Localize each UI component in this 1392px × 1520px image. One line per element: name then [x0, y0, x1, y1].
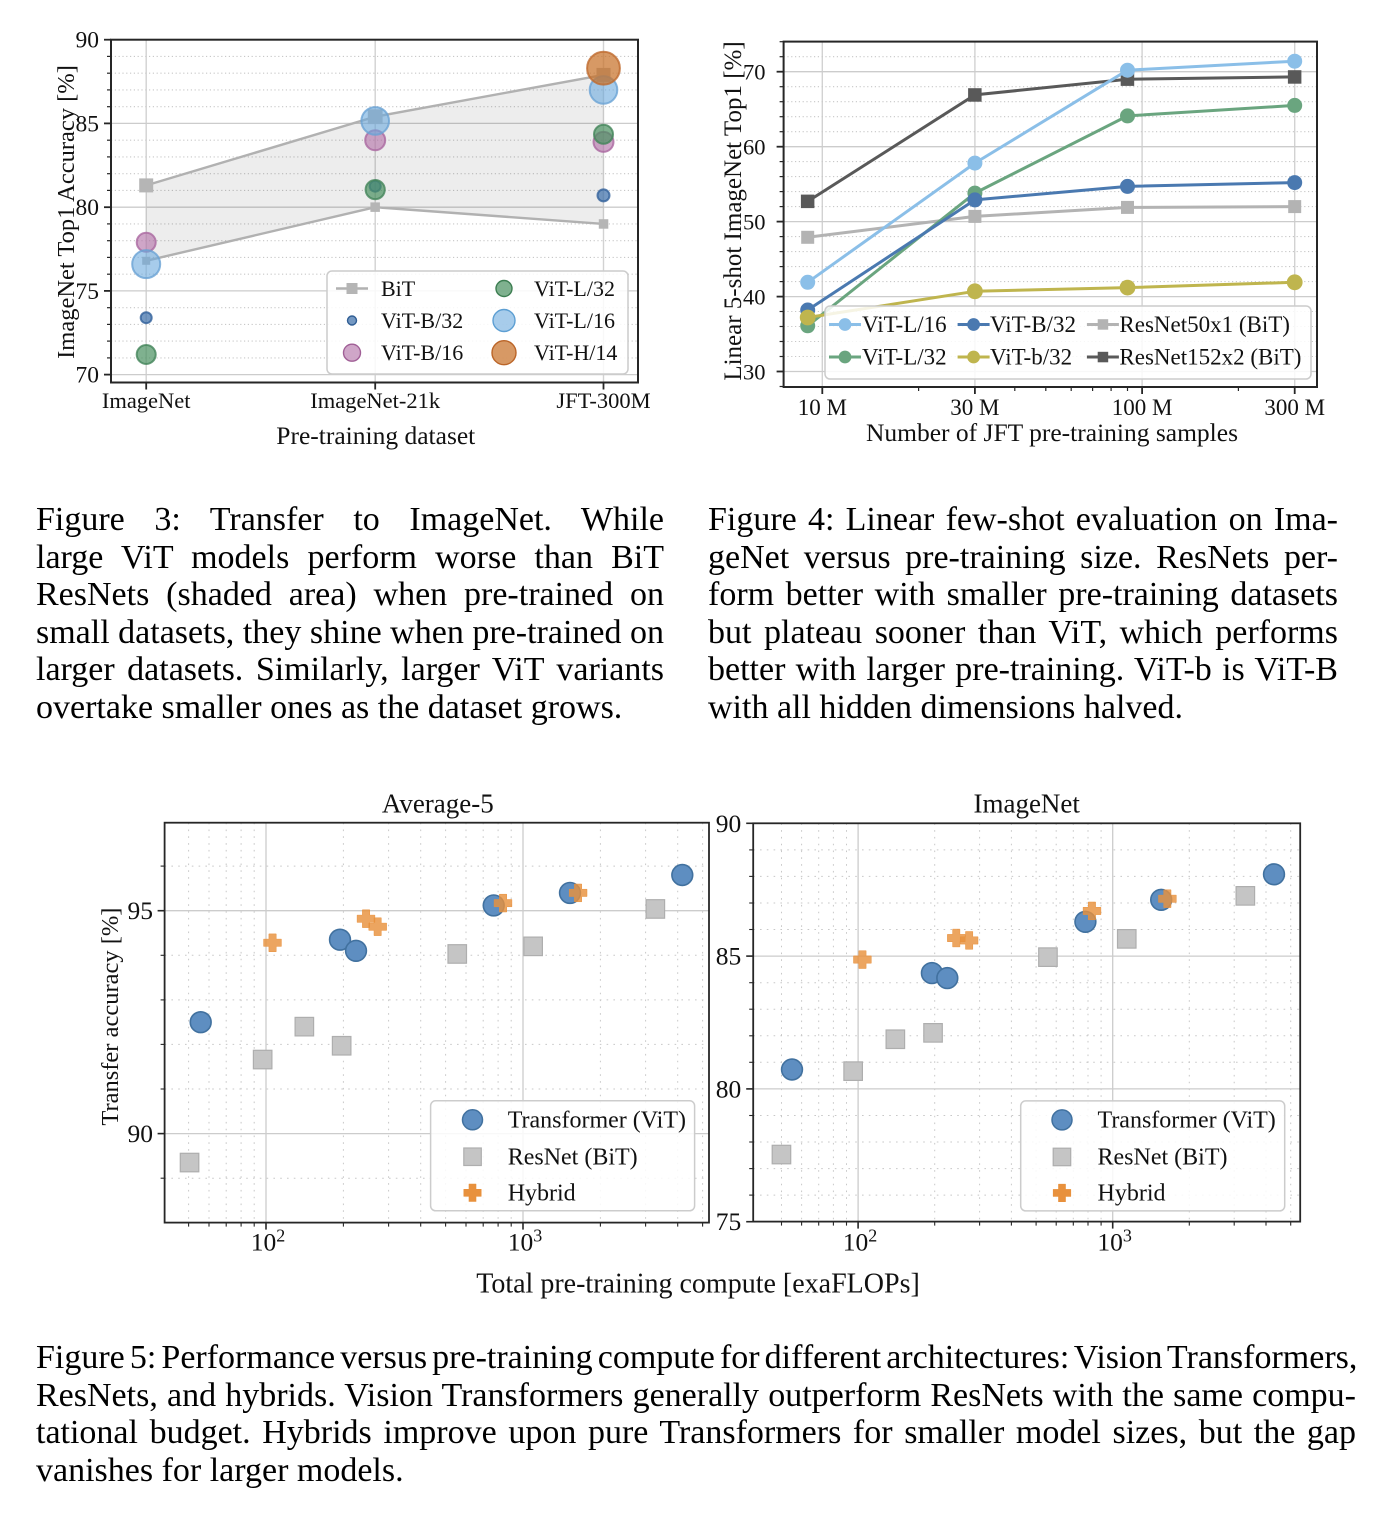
svg-text:ViT-L/16: ViT-L/16: [862, 312, 947, 337]
svg-text:ImageNet: ImageNet: [102, 388, 191, 413]
svg-text:ViT-L/32: ViT-L/32: [862, 345, 947, 370]
svg-text:ResNet50x1 (BiT): ResNet50x1 (BiT): [1119, 312, 1290, 337]
svg-text:Transformer (ViT): Transformer (ViT): [508, 1107, 686, 1133]
svg-text:50: 50: [743, 210, 766, 235]
svg-text:ViT-B/32: ViT-B/32: [381, 308, 463, 333]
svg-text:75: 75: [76, 279, 100, 305]
svg-text:85: 85: [716, 942, 742, 971]
svg-text:70: 70: [743, 60, 766, 85]
svg-text:30 M: 30 M: [950, 395, 999, 420]
svg-text:80: 80: [716, 1074, 742, 1103]
svg-text:300 M: 300 M: [1264, 395, 1325, 420]
svg-text:Total pre-training compute [ex: Total pre-training compute [exaFLOPs]: [476, 1268, 920, 1299]
svg-text:100 M: 100 M: [1112, 395, 1173, 420]
svg-text:75: 75: [716, 1207, 742, 1236]
svg-text:ImageNet Top1 Accuracy [%]: ImageNet Top1 Accuracy [%]: [53, 65, 80, 359]
svg-text:ViT-B/16: ViT-B/16: [381, 340, 463, 365]
svg-text:ViT-b/32: ViT-b/32: [990, 345, 1072, 370]
svg-text:10 M: 10 M: [798, 395, 847, 420]
svg-text:90: 90: [128, 1119, 154, 1148]
svg-text:Transformer (ViT): Transformer (ViT): [1098, 1107, 1276, 1133]
svg-text:85: 85: [76, 111, 100, 137]
svg-text:80: 80: [76, 195, 100, 221]
svg-text:Transfer accuracy [%]: Transfer accuracy [%]: [97, 908, 124, 1126]
svg-text:ResNet152x2 (BiT): ResNet152x2 (BiT): [1119, 345, 1301, 370]
svg-text:ImageNet-21k: ImageNet-21k: [310, 388, 441, 413]
svg-text:ViT-H/14: ViT-H/14: [534, 340, 617, 365]
svg-text:103: 103: [1097, 1226, 1132, 1257]
svg-text:90: 90: [716, 809, 742, 838]
svg-text:103: 103: [508, 1226, 543, 1257]
svg-text:70: 70: [76, 363, 100, 389]
svg-text:ViT-B/32: ViT-B/32: [990, 312, 1076, 337]
svg-text:ViT-L/16: ViT-L/16: [534, 308, 615, 333]
svg-text:40: 40: [743, 285, 766, 310]
svg-text:ImageNet: ImageNet: [973, 789, 1080, 819]
svg-text:Pre-training dataset: Pre-training dataset: [276, 421, 475, 450]
svg-text:Hybrid: Hybrid: [1098, 1180, 1166, 1206]
svg-text:JFT-300M: JFT-300M: [556, 388, 650, 413]
svg-text:30: 30: [743, 360, 766, 385]
svg-text:Number of JFT pre-training sam: Number of JFT pre-training samples: [866, 418, 1238, 447]
svg-text:60: 60: [743, 135, 766, 160]
svg-text:90: 90: [76, 28, 100, 54]
svg-text:ResNet (BiT): ResNet (BiT): [1098, 1144, 1228, 1170]
svg-text:102: 102: [251, 1226, 286, 1257]
svg-text:BiT: BiT: [381, 276, 416, 301]
svg-text:Hybrid: Hybrid: [508, 1180, 576, 1206]
svg-text:95: 95: [128, 896, 154, 925]
svg-text:102: 102: [843, 1226, 878, 1257]
svg-text:ViT-L/32: ViT-L/32: [534, 276, 615, 301]
svg-text:ResNet (BiT): ResNet (BiT): [508, 1144, 638, 1170]
svg-text:Linear 5-shot ImageNet Top1 [%: Linear 5-shot ImageNet Top1 [%]: [720, 41, 747, 380]
svg-text:Average-5: Average-5: [382, 789, 494, 819]
